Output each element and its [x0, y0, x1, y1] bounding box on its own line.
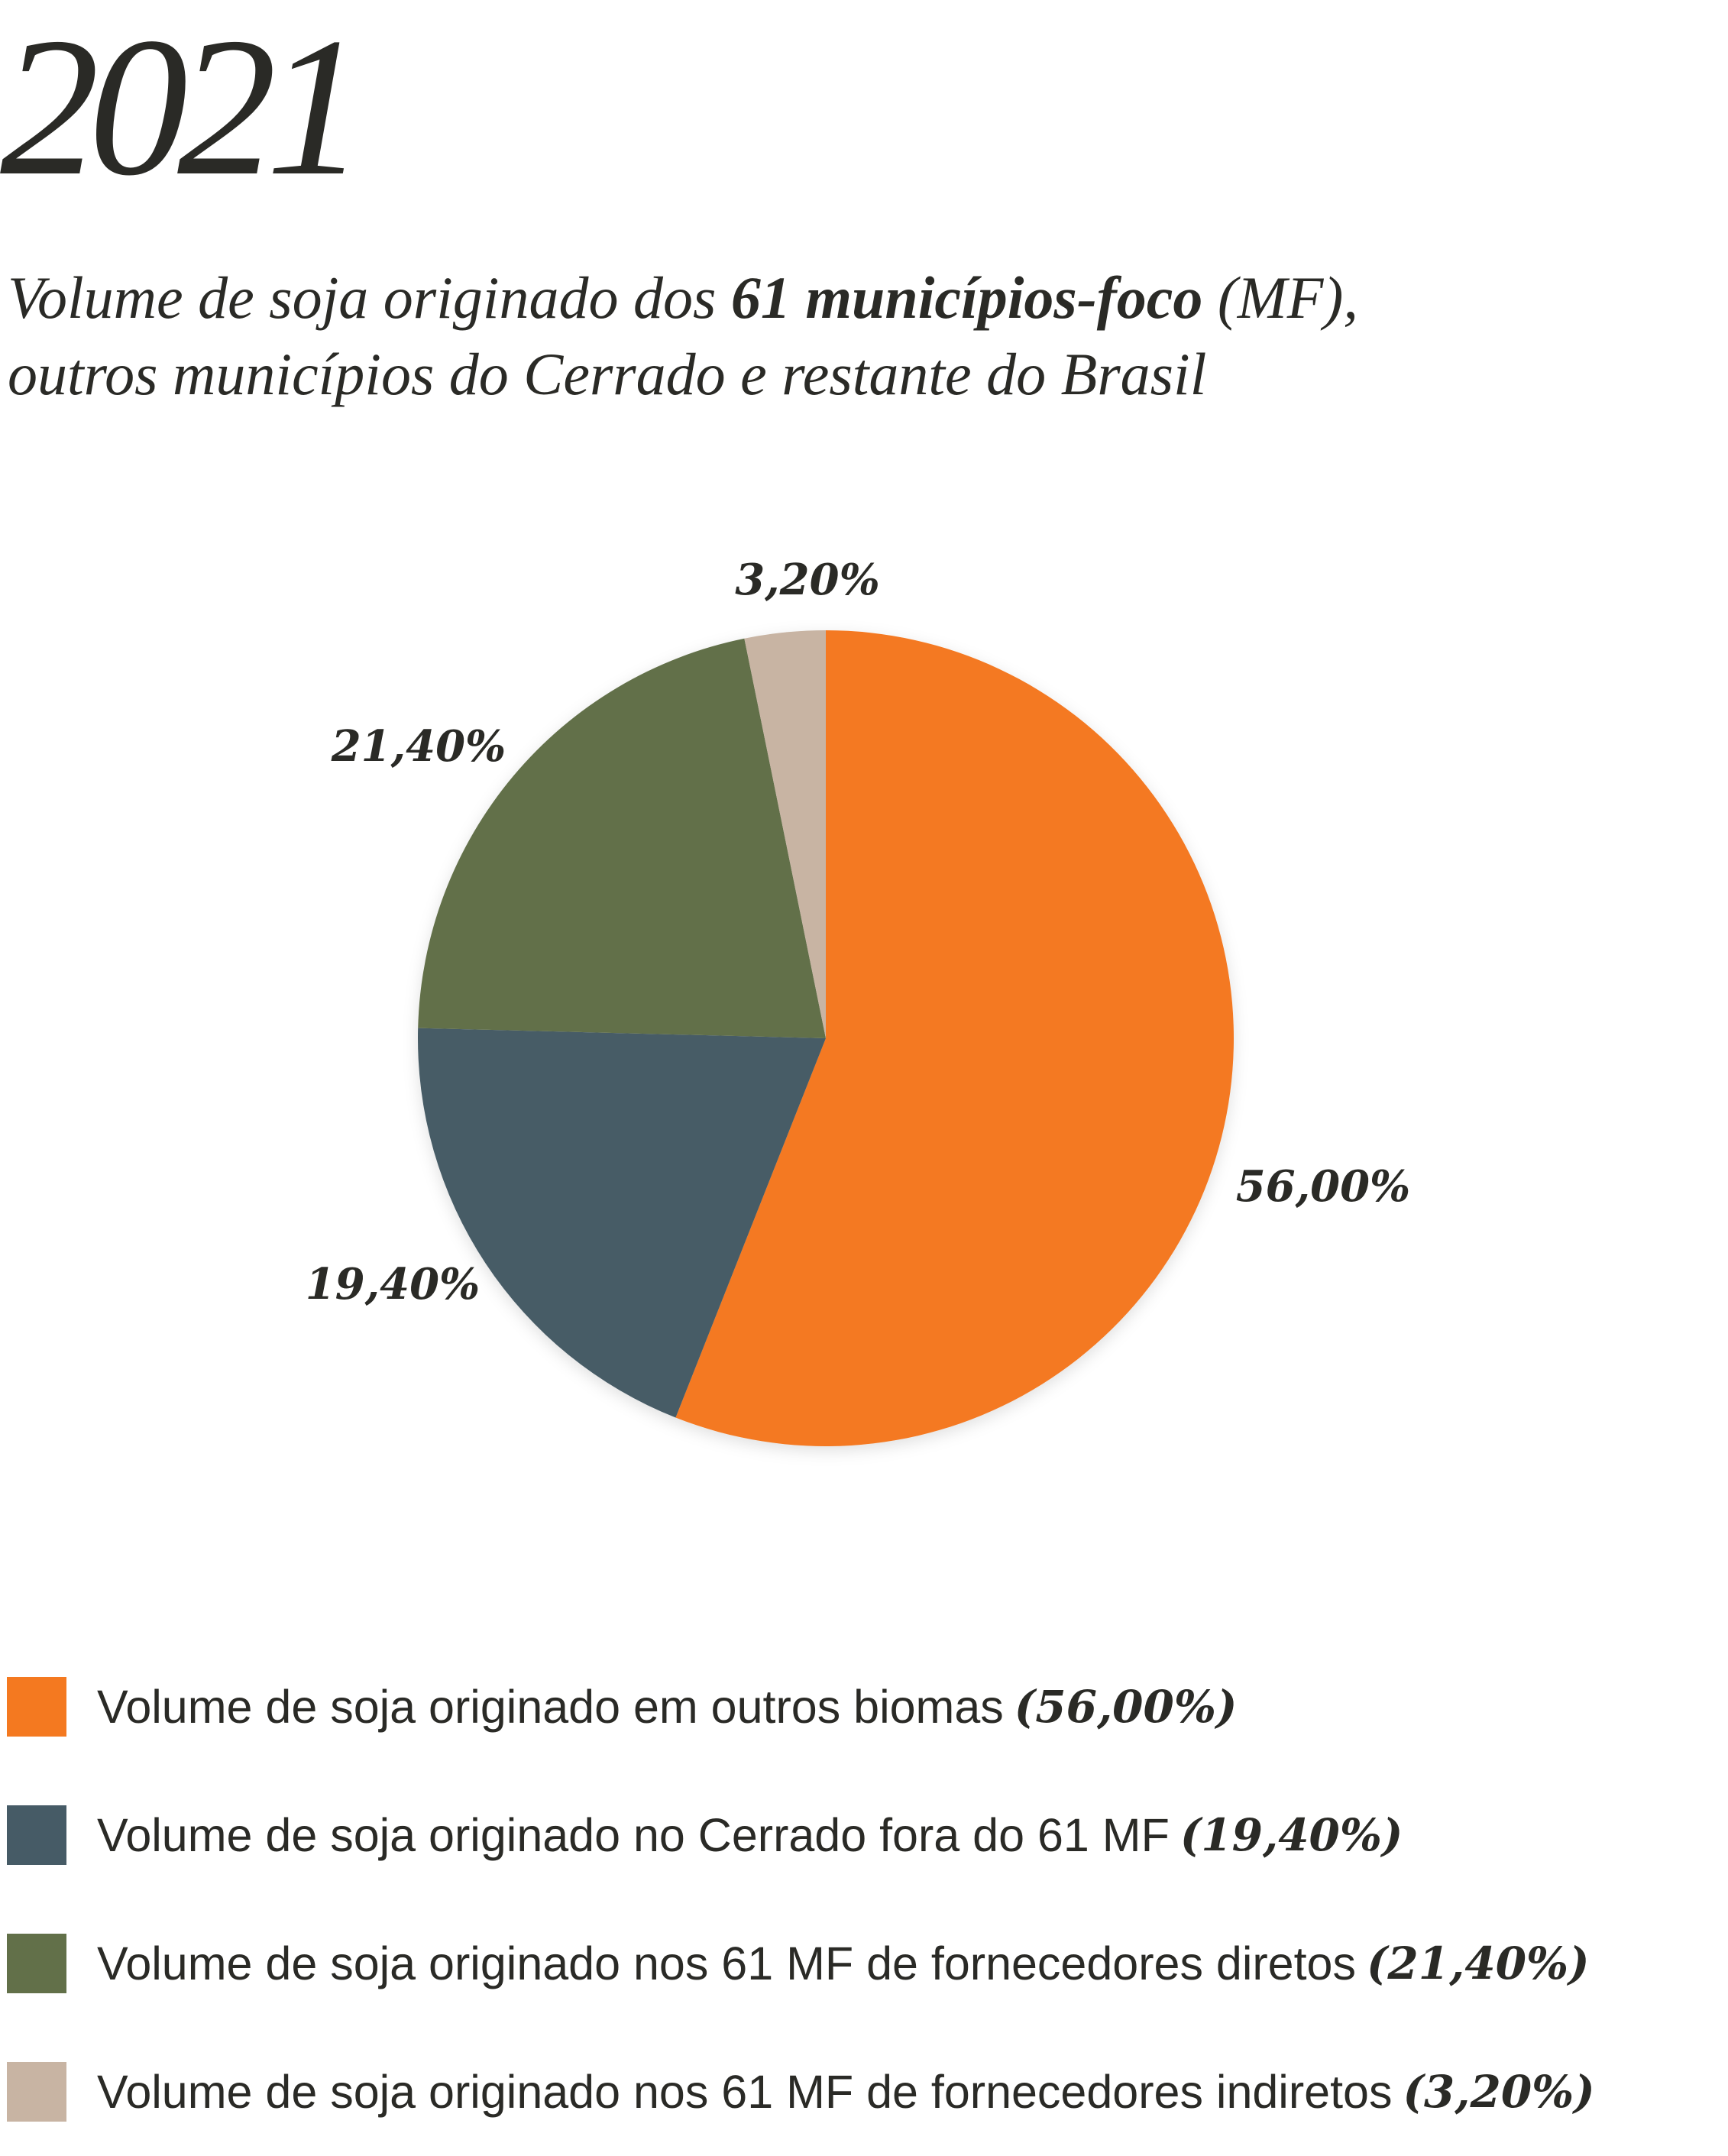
slice-data-label: 19,40% — [306, 1259, 481, 1309]
subtitle-line2: outros municípios do Cerrado e restante … — [8, 341, 1207, 407]
subtitle-text: Volume de soja originado dos — [8, 264, 731, 331]
legend-label: Volume de soja originado nos 61 MF de fo… — [97, 2066, 1393, 2118]
legend-swatch — [7, 1805, 66, 1865]
pie-chart: 56,00% 19,40% 21,40% 3,20% — [306, 555, 1411, 1446]
legend-label: Volume de soja originado no Cerrado fora… — [97, 1809, 1170, 1861]
legend-item: Volume de soja originado em outros bioma… — [7, 1643, 1595, 1771]
legend-swatch — [7, 1934, 66, 1993]
pie-slice — [418, 638, 826, 1038]
slice-data-label: 56,00% — [1236, 1161, 1411, 1212]
legend: Volume de soja originado em outros bioma… — [7, 1643, 1595, 2156]
pie-slice — [418, 1028, 826, 1418]
legend-swatch — [7, 2062, 66, 2122]
legend-label: Volume de soja originado nos 61 MF de fo… — [97, 1937, 1356, 1989]
legend-percent: (56,00%) — [1014, 1681, 1238, 1733]
legend-item: Volume de soja originado nos 61 MF de fo… — [7, 1899, 1595, 2028]
legend-item: Volume de soja originado nos 61 MF de fo… — [7, 2028, 1595, 2156]
legend-item: Volume de soja originado no Cerrado fora… — [7, 1771, 1595, 1899]
chart-year-title: 2021 — [0, 0, 365, 217]
slice-data-label: 21,40% — [331, 721, 506, 772]
legend-label: Volume de soja originado em outros bioma… — [97, 1681, 1004, 1733]
subtitle-text-end: (MF), — [1202, 264, 1358, 331]
chart-subtitle: Volume de soja originado dos 61 municípi… — [8, 260, 1719, 413]
slice-data-label: 3,20% — [735, 555, 880, 605]
subtitle-bold: 61 municípios-foco — [730, 264, 1203, 331]
legend-percent: (3,20%) — [1403, 2066, 1595, 2118]
pie-slice — [744, 630, 826, 1038]
legend-swatch — [7, 1677, 66, 1737]
legend-percent: (21,40%) — [1366, 1937, 1590, 1989]
pie-slice — [675, 630, 1234, 1446]
legend-percent: (19,40%) — [1180, 1809, 1403, 1861]
